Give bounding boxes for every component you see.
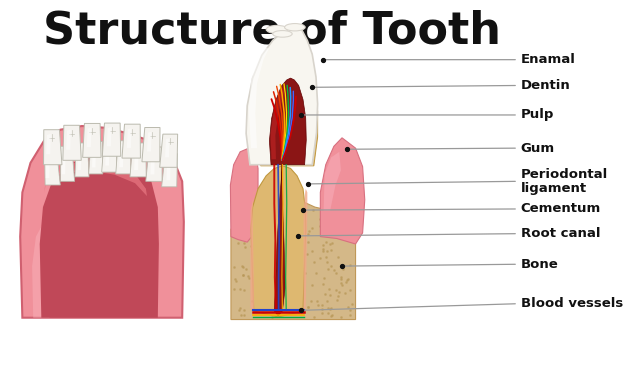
Polygon shape [165,138,170,157]
Polygon shape [251,166,305,317]
Polygon shape [160,134,178,167]
Polygon shape [250,189,258,310]
Polygon shape [249,47,269,148]
Text: Bone: Bone [521,258,558,271]
Polygon shape [120,144,123,167]
Polygon shape [66,130,71,150]
Polygon shape [321,138,365,244]
Polygon shape [87,128,91,147]
Ellipse shape [273,31,292,37]
Polygon shape [105,143,110,166]
Text: Cementum: Cementum [521,202,601,215]
Polygon shape [134,147,138,170]
Polygon shape [230,148,258,242]
Polygon shape [107,127,111,146]
Polygon shape [32,222,55,318]
Polygon shape [44,130,62,165]
Text: Root canal: Root canal [521,227,600,240]
Polygon shape [44,161,147,196]
Polygon shape [75,143,89,177]
Polygon shape [101,139,117,172]
Polygon shape [274,165,285,316]
Polygon shape [269,78,306,165]
Polygon shape [231,197,356,320]
Polygon shape [89,141,103,174]
Polygon shape [20,126,184,318]
Polygon shape [258,52,317,166]
Ellipse shape [266,26,288,34]
Polygon shape [270,85,285,159]
Polygon shape [150,151,155,175]
Polygon shape [78,147,81,170]
Text: Gum: Gum [521,142,555,155]
Polygon shape [102,123,121,156]
Polygon shape [147,132,151,151]
Polygon shape [46,134,51,154]
Text: Pulp: Pulp [521,108,554,121]
Polygon shape [127,128,131,148]
Text: Dentin: Dentin [521,79,570,92]
Polygon shape [46,154,50,178]
Text: Periodontal
ligament: Periodontal ligament [521,168,608,195]
Polygon shape [116,141,131,174]
Polygon shape [39,155,159,318]
Text: Blood vessels: Blood vessels [521,297,623,310]
Polygon shape [63,125,81,160]
Ellipse shape [285,24,305,31]
Polygon shape [246,27,317,165]
Polygon shape [122,124,140,158]
Polygon shape [61,146,74,181]
Polygon shape [324,152,341,211]
Polygon shape [83,124,101,157]
Polygon shape [146,147,162,181]
Polygon shape [142,128,160,162]
Polygon shape [162,154,177,187]
Polygon shape [304,189,307,310]
Text: Enamal: Enamal [521,53,576,66]
Polygon shape [167,157,171,180]
Polygon shape [130,143,146,177]
Text: Structure of Tooth: Structure of Tooth [43,10,501,53]
Polygon shape [44,150,60,185]
Polygon shape [92,145,96,168]
Polygon shape [62,150,66,174]
